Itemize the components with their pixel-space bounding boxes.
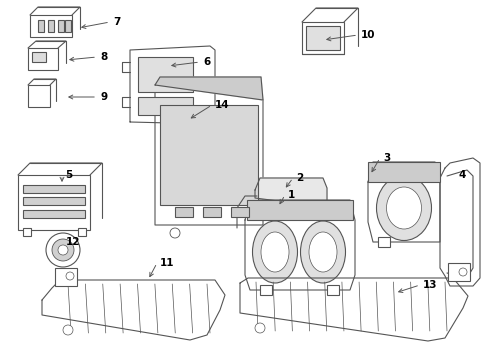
Ellipse shape — [252, 221, 297, 283]
Ellipse shape — [66, 272, 74, 280]
Bar — [203, 207, 221, 217]
Polygon shape — [440, 158, 480, 286]
Bar — [306, 26, 340, 50]
Ellipse shape — [58, 245, 68, 255]
Bar — [160, 105, 258, 205]
Bar — [368, 162, 440, 182]
Polygon shape — [155, 77, 263, 100]
Ellipse shape — [261, 232, 289, 272]
Text: 11: 11 — [160, 258, 174, 268]
Text: 1: 1 — [288, 190, 295, 200]
Text: 5: 5 — [65, 170, 72, 180]
Ellipse shape — [387, 187, 421, 229]
Text: 6: 6 — [203, 57, 210, 67]
Polygon shape — [42, 280, 225, 340]
Bar — [247, 200, 353, 220]
Ellipse shape — [52, 239, 74, 261]
Bar — [327, 285, 339, 295]
Text: 4: 4 — [458, 170, 466, 180]
Bar — [28, 85, 50, 107]
Bar — [78, 228, 86, 236]
Polygon shape — [130, 46, 215, 124]
Ellipse shape — [459, 268, 467, 276]
Bar — [28, 48, 58, 70]
Text: 9: 9 — [100, 92, 107, 102]
Polygon shape — [240, 278, 468, 341]
Ellipse shape — [255, 323, 265, 333]
Bar — [38, 20, 44, 32]
Ellipse shape — [300, 221, 345, 283]
Bar — [23, 210, 85, 218]
Text: 2: 2 — [296, 173, 303, 183]
Bar — [23, 228, 31, 236]
Text: 13: 13 — [423, 280, 438, 290]
Ellipse shape — [63, 325, 73, 335]
Bar — [23, 197, 85, 205]
Ellipse shape — [309, 232, 337, 272]
Bar — [302, 22, 344, 54]
Bar — [55, 268, 77, 286]
Bar — [260, 285, 272, 295]
Polygon shape — [245, 200, 355, 290]
Ellipse shape — [376, 175, 432, 240]
Bar — [48, 20, 54, 32]
Bar — [138, 57, 193, 92]
Polygon shape — [155, 77, 263, 225]
Ellipse shape — [170, 228, 180, 238]
Bar — [32, 52, 46, 62]
Bar — [18, 175, 90, 230]
Bar — [23, 185, 85, 193]
Polygon shape — [255, 178, 327, 206]
Text: 14: 14 — [215, 100, 230, 110]
Text: 8: 8 — [100, 52, 107, 62]
Bar — [138, 97, 193, 115]
Polygon shape — [368, 162, 440, 242]
Bar — [175, 207, 193, 217]
Bar — [231, 207, 249, 217]
Bar — [30, 15, 72, 37]
Bar — [58, 20, 64, 32]
Ellipse shape — [46, 233, 80, 267]
Text: 10: 10 — [361, 30, 375, 40]
Bar — [378, 237, 390, 247]
Text: 7: 7 — [113, 17, 121, 27]
Text: 12: 12 — [66, 237, 80, 247]
Bar — [65, 20, 71, 32]
Text: 3: 3 — [383, 153, 390, 163]
Bar — [448, 263, 470, 281]
